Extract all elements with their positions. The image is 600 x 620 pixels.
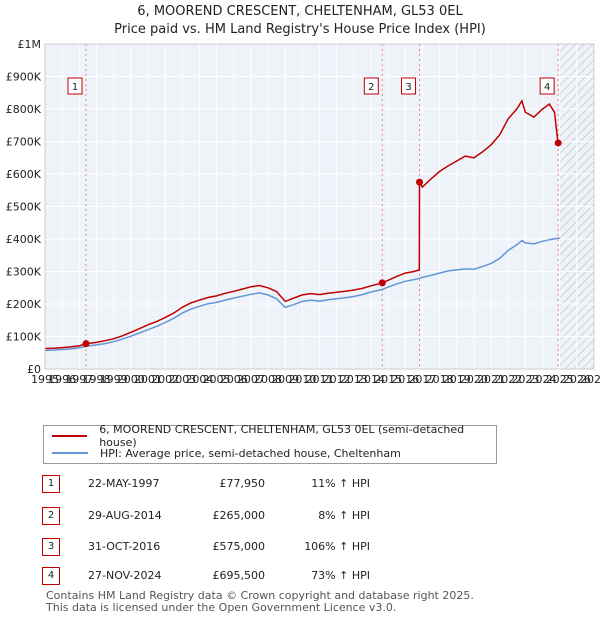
x-tick-label: 2021: [477, 373, 505, 386]
hpi-line: [44, 236, 560, 352]
x-tick-label: 2022: [494, 373, 522, 386]
x-tick-label: 1995: [31, 373, 59, 386]
x-tick-label: 2005: [203, 373, 231, 386]
x-tick-label: 2014: [357, 373, 385, 386]
sale-marker-badge: 3: [42, 538, 60, 556]
sale-point: [416, 178, 424, 186]
footer-licence: This data is licensed under the Open Gov…: [46, 601, 397, 614]
sale-price: £265,000: [212, 509, 266, 522]
legend-swatch-property: [52, 435, 88, 437]
sale-marker-box: [363, 77, 379, 95]
legend-label-property: 6, MOOREND CRESCENT, CHELTENHAM, GL53 0E…: [99, 423, 465, 449]
x-tick-label: 2009: [271, 373, 299, 386]
x-tick-label: 2012: [323, 373, 351, 386]
sale-price: £575,000: [212, 540, 266, 553]
x-tick-label: 2002: [151, 373, 179, 386]
sale-marker-badge: 2: [42, 507, 60, 525]
x-tick-label: 2015: [374, 373, 402, 386]
y-tick-label: £900K: [6, 71, 42, 84]
sale-marker-box: [539, 77, 555, 95]
x-tick-label: 1997: [65, 373, 93, 386]
sale-price: £695,500: [212, 569, 266, 582]
x-tick-label: 2023: [511, 373, 539, 386]
x-tick-label: 2020: [460, 373, 488, 386]
chart-title: 6, MOOREND CRESCENT, CHELTENHAM, GL53 0E…: [137, 4, 463, 19]
price-chart: 1995199619971998199920002001200220032004…: [6, 38, 600, 386]
x-tick-label: 1998: [82, 373, 110, 386]
x-tick-label: 2013: [340, 373, 368, 386]
property-price-line: [44, 99, 559, 350]
x-tick-label: 2007: [237, 373, 265, 386]
sale-marker-box: [67, 77, 83, 95]
x-tick-label: 1999: [100, 373, 128, 386]
sale-date: 31-OCT-2016: [88, 540, 161, 553]
chart-subtitle: Price paid vs. HM Land Registry's House …: [114, 22, 486, 37]
y-tick-label: £100K: [6, 331, 42, 344]
table-row: 3 31-OCT-2016 £575,000 106% ↑ HPI: [0, 538, 600, 558]
sale-date: 29-AUG-2014: [88, 509, 162, 522]
chart-legend: 6, MOOREND CRESCENT, CHELTENHAM, GL53 0E…: [43, 423, 497, 464]
y-tick-label: £300K: [6, 266, 42, 279]
sale-point: [82, 340, 90, 348]
sale-marker-label: 3: [405, 82, 411, 93]
legend-swatch-hpi: [52, 452, 88, 454]
x-tick-label: 2018: [426, 373, 454, 386]
x-tick-label: 2019: [443, 373, 471, 386]
sale-hpi-change: 73% ↑ HPI: [311, 569, 370, 582]
sale-marker-label: 4: [544, 82, 550, 93]
table-row: 2 29-AUG-2014 £265,000 8% ↑ HPI: [0, 507, 600, 527]
x-tick-label: 2003: [168, 373, 196, 386]
sale-hpi-change: 11% ↑ HPI: [311, 477, 370, 490]
footer-copyright: Contains HM Land Registry data © Crown c…: [46, 589, 474, 602]
x-tick-label: 2016: [391, 373, 419, 386]
y-tick-label: £700K: [6, 136, 42, 149]
x-tick-label: 2026: [563, 373, 591, 386]
x-tick-label: 2027: [580, 373, 600, 386]
x-tick-label: 2017: [408, 373, 436, 386]
sale-hpi-change: 106% ↑ HPI: [304, 540, 370, 553]
y-tick-label: £800K: [6, 103, 42, 116]
sale-date: 22-MAY-1997: [88, 477, 160, 490]
x-tick-label: 1996: [48, 373, 76, 386]
x-tick-label: 2010: [288, 373, 316, 386]
legend-item-hpi: HPI: Average price, semi-detached house,…: [52, 445, 401, 461]
x-tick-label: 2024: [529, 373, 557, 386]
sale-price: £77,950: [219, 477, 266, 490]
legend-label-hpi: HPI: Average price, semi-detached house,…: [100, 446, 401, 460]
y-tick-label: £200K: [6, 298, 42, 311]
y-tick-label: £400K: [6, 233, 42, 246]
x-tick-label: 2000: [117, 373, 145, 386]
sale-marker-badge: 1: [42, 475, 60, 493]
sale-point: [378, 279, 386, 287]
y-tick-label: £0: [27, 363, 41, 376]
sale-point: [554, 139, 562, 147]
y-tick-label: £600K: [6, 168, 42, 181]
sale-date: 27-NOV-2024: [88, 569, 162, 582]
sale-marker-label: 1: [72, 82, 78, 93]
x-tick-label: 2004: [185, 373, 213, 386]
table-row: 1 22-MAY-1997 £77,950 11% ↑ HPI: [0, 475, 600, 495]
x-tick-label: 2025: [546, 373, 574, 386]
sale-marker-label: 2: [368, 82, 374, 93]
x-tick-label: 2006: [220, 373, 248, 386]
legend-item-property: 6, MOOREND CRESCENT, CHELTENHAM, GL53 0E…: [52, 423, 496, 449]
sale-hpi-change: 8% ↑ HPI: [318, 509, 370, 522]
x-tick-label: 2011: [306, 373, 334, 386]
x-tick-label: 2008: [254, 373, 282, 386]
sale-marker-badge: 4: [42, 567, 60, 585]
y-tick-label: £1M: [18, 38, 42, 51]
plot-frame: [44, 43, 595, 370]
x-tick-label: 2001: [134, 373, 162, 386]
sale-marker-box: [401, 77, 417, 95]
y-tick-label: £500K: [6, 201, 42, 214]
table-row: 4 27-NOV-2024 £695,500 73% ↑ HPI: [0, 567, 600, 587]
